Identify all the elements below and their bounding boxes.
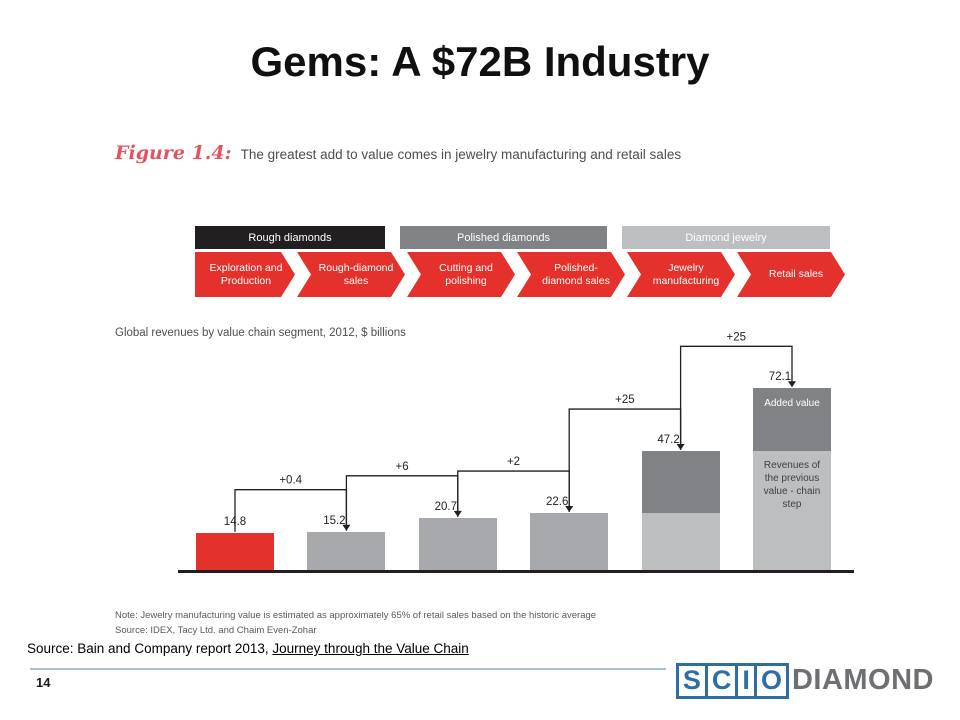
chevron-step-retail-sales: Retail sales: [737, 252, 845, 297]
bar-value-label: 14.8: [223, 515, 247, 528]
bar-value-label: 22.6: [545, 496, 569, 509]
slide-title: Gems: A $72B Industry: [250, 38, 710, 85]
scio-logo-box: S C I O: [675, 663, 789, 699]
group-header-rough-diamonds: Rough diamonds: [195, 226, 385, 249]
chevron-step-jewelry-manufacturing: Jewelry manufacturing: [627, 252, 735, 297]
bar-segment-mid: [530, 513, 609, 570]
chart-title: Global revenues by value chain segment, …: [115, 327, 406, 339]
bar-segment-mid: [418, 517, 497, 570]
svg-text:+0.4: +0.4: [279, 475, 302, 487]
bar-value-label: 15.2: [323, 514, 346, 527]
chevron-step-polished-diamond-sales: Polished-diamond sales: [517, 252, 625, 297]
page-number: 14: [36, 675, 51, 690]
value-chain-steps: Exploration and Production Rough-diamond…: [195, 252, 847, 297]
group-header-diamond-jewelry: Diamond jewelry: [622, 226, 830, 249]
footer-divider: [30, 668, 934, 670]
bar-segment-dark: Added value: [753, 388, 831, 452]
bar-segment-label: Added value: [764, 398, 820, 410]
svg-text:+2: +2: [507, 456, 520, 468]
figure-notes: Note: Jewelry manufacturing value is est…: [115, 609, 596, 638]
figure-caption: Figure 1.4: The greatest add to value com…: [115, 142, 681, 164]
bar-value-label: 20.7: [434, 500, 457, 513]
diamond-wordmark: DIAMOND: [791, 664, 934, 697]
svg-text:+6: +6: [396, 461, 409, 473]
bar-segment-dark: [641, 451, 720, 514]
scio-diamond-logo: S C I O DIAMOND: [665, 663, 934, 699]
slide-source-link[interactable]: Journey through the Value Chain: [272, 641, 469, 656]
scio-letter: I: [735, 665, 754, 696]
bar-segment-label: Revenues of the previous value - chain s…: [763, 460, 821, 511]
svg-text:+25: +25: [615, 394, 635, 406]
waterfall-chart: 14.8 15.2 20.7 22.6 47.2 Revenues of the prev…: [178, 331, 854, 573]
value-chain: Rough diamonds Polished diamonds Diamond…: [195, 226, 847, 298]
bar-segment-light: [641, 513, 720, 570]
scio-letter: C: [704, 665, 736, 696]
chevron-step-rough-diamond-sales: Rough-diamond sales: [297, 252, 405, 297]
figure-number: Figure 1.4:: [115, 142, 232, 164]
scio-letter: S: [682, 665, 701, 695]
svg-text:+25: +25: [727, 331, 747, 343]
bar-segment-red: [196, 532, 274, 570]
x-axis-line: [178, 570, 854, 573]
slide-source-prefix: Source: Bain and Company report 2013,: [27, 641, 273, 656]
bar-segment-light: Revenues of the previous value - chain s…: [753, 451, 831, 570]
chevron-step-cutting-polishing: Cutting and polishing: [407, 252, 515, 297]
figure-source: Source: IDEX, Tacy Ltd. and Chaim Even-Z…: [115, 624, 317, 636]
chevron-step-exploration: Exploration and Production: [195, 252, 295, 297]
group-header-polished-diamonds: Polished diamonds: [400, 226, 607, 249]
slide-source: Source: Bain and Company report 2013, Jo…: [27, 641, 469, 656]
bar-value-label: 72.1: [768, 371, 792, 384]
scio-letter: O: [753, 665, 786, 696]
figure-note: Note: Jewelry manufacturing value is est…: [115, 610, 597, 621]
figure-caption-text: The greatest add to value comes in jewel…: [240, 147, 682, 162]
bar-segment-mid: [307, 531, 386, 570]
bar-value-label: 47.2: [657, 434, 680, 447]
